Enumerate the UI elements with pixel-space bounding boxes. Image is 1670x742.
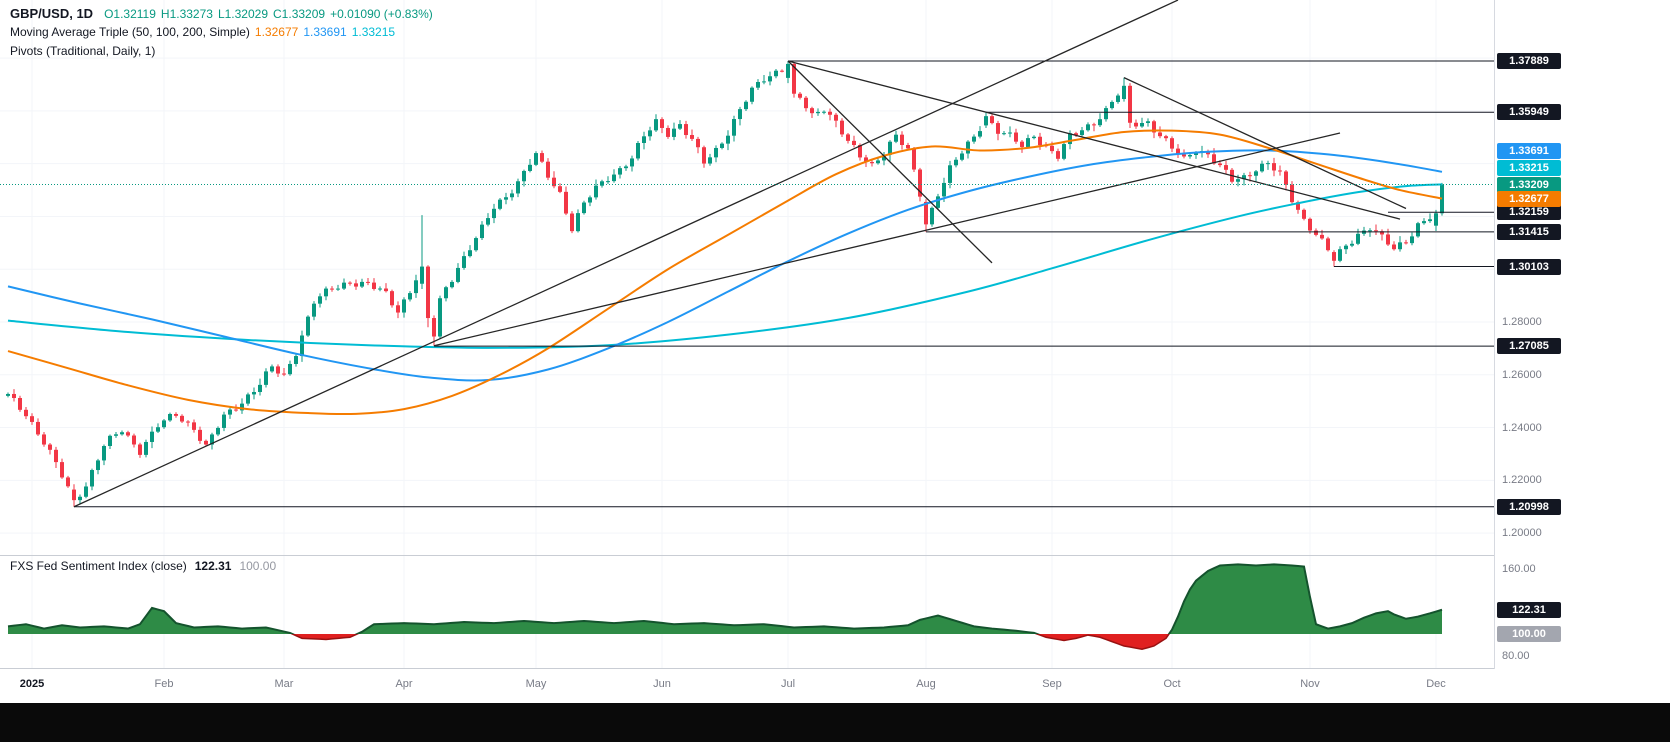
trendline[interactable] (787, 60, 1401, 220)
ma100-price-badge: 1.33691 (1497, 142, 1561, 159)
pivot-price-badge: 1.20998 (1497, 498, 1561, 515)
time-axis-label: Feb (154, 678, 174, 690)
price-axis-tick: 1.28000 (1502, 316, 1542, 328)
ma50-line (7, 129, 1443, 416)
symbol-legend-row: GBP/USD, 1D O1.32119 H1.33273 L1.32029 C1.33… (10, 4, 433, 23)
time-axis-label: Aug (916, 678, 936, 690)
candles-layer (6, 61, 1444, 507)
grid-layer (0, 0, 1494, 668)
time-axis[interactable]: 2025 Feb Mar Apr May Jun Jul Aug Sep Oct Nov Dec (0, 669, 1670, 703)
sentiment-value-badge: 122.31 (1497, 601, 1561, 618)
pivot-price-badge: 1.37889 (1497, 53, 1561, 70)
time-axis-label: Nov (1300, 678, 1320, 690)
time-axis-label: Sep (1042, 678, 1062, 690)
sentiment-indicator-title[interactable]: FXS Fed Sentiment Index (close) (10, 559, 187, 573)
sentiment-current-value: 122.31 (194, 559, 232, 573)
high-value: H1.33273 (160, 7, 213, 21)
sentiment-legend: FXS Fed Sentiment Index (close) 122.31 100… (10, 559, 276, 573)
price-axis-tick: 1.20000 (1502, 527, 1542, 540)
pivots-indicator-title[interactable]: Pivots (Traditional, Daily, 1) (10, 44, 156, 58)
ma200-value: 1.33215 (351, 25, 396, 39)
open-value: O1.32119 (104, 7, 156, 21)
symbol-title[interactable]: GBP/USD, 1D (10, 6, 94, 21)
time-axis-label: May (525, 678, 547, 690)
price-axis-tick: 1.24000 (1502, 421, 1542, 434)
time-axis-label: Apr (395, 678, 413, 690)
ma50-value: 1.32677 (254, 25, 299, 39)
price-axis-tick: 1.22000 (1502, 474, 1542, 487)
ma-indicator-title[interactable]: Moving Average Triple (50, 100, 200, Sim… (10, 25, 250, 39)
trendline[interactable] (787, 60, 993, 264)
last-price-badge: 1.33209 (1497, 176, 1561, 193)
ma200-price-badge: 1.33215 (1497, 159, 1561, 176)
low-value: L1.32029 (217, 7, 269, 21)
ma50-price-badge: 1.32677 (1497, 190, 1561, 207)
trendline[interactable] (73, 0, 1179, 508)
change-value: +0.01090 (+0.83%) (330, 7, 433, 21)
time-axis-label: Jul (780, 678, 796, 690)
trendline[interactable] (433, 132, 1341, 347)
price-axis-tick: 1.26000 (1502, 368, 1542, 381)
bottom-bar (0, 703, 1670, 742)
sentiment-area-negative (8, 634, 1442, 650)
pivot-price-badge: 1.31415 (1497, 223, 1561, 240)
ma200-line (7, 183, 1443, 349)
pivot-price-badge: 1.27085 (1497, 338, 1561, 355)
ma100-line (7, 149, 1443, 382)
sentiment-baseline-badge: 100.00 (1497, 626, 1561, 642)
sentiment-area-positive (8, 564, 1442, 634)
chart-legend: GBP/USD, 1D O1.32119 H1.33273 L1.32029 C1.33… (10, 4, 433, 61)
ma-legend-row: Moving Average Triple (50, 100, 200, Sim… (10, 23, 433, 42)
panel-separator[interactable] (0, 555, 1670, 556)
time-axis-label: 2025 (19, 678, 45, 690)
pivots-legend-row: Pivots (Traditional, Daily, 1) (10, 42, 433, 61)
sentiment-pane (7, 563, 1443, 650)
sentiment-axis-tick: 80.00 (1502, 649, 1530, 662)
pivot-price-badge: 1.32159 (1497, 204, 1561, 221)
price-pane (0, 0, 1494, 508)
pivot-price-badge: 1.35949 (1497, 104, 1561, 121)
time-axis-separator (0, 668, 1670, 669)
pivot-price-badge: 1.30103 (1497, 258, 1561, 275)
time-axis-label: Dec (1426, 678, 1446, 690)
time-axis-label: Mar (274, 678, 294, 690)
time-axis-label: Oct (1163, 678, 1181, 690)
sentiment-baseline-value: 100.00 (239, 559, 277, 573)
price-axis[interactable]: 1.28000 1.26000 1.24000 1.22000 1.20000 1.378… (1494, 0, 1670, 703)
sentiment-axis-tick: 160.00 (1502, 562, 1536, 575)
close-value: C1.33209 (273, 7, 326, 21)
ma100-value: 1.33691 (303, 25, 347, 39)
time-axis-label: Jun (653, 678, 671, 690)
trendline[interactable] (1123, 77, 1407, 210)
